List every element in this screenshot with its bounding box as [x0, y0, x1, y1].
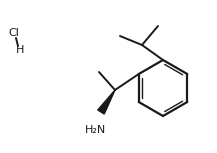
- Text: H: H: [16, 45, 24, 55]
- Text: Cl: Cl: [8, 28, 19, 38]
- Polygon shape: [98, 90, 115, 114]
- Text: H₂N: H₂N: [85, 125, 107, 135]
